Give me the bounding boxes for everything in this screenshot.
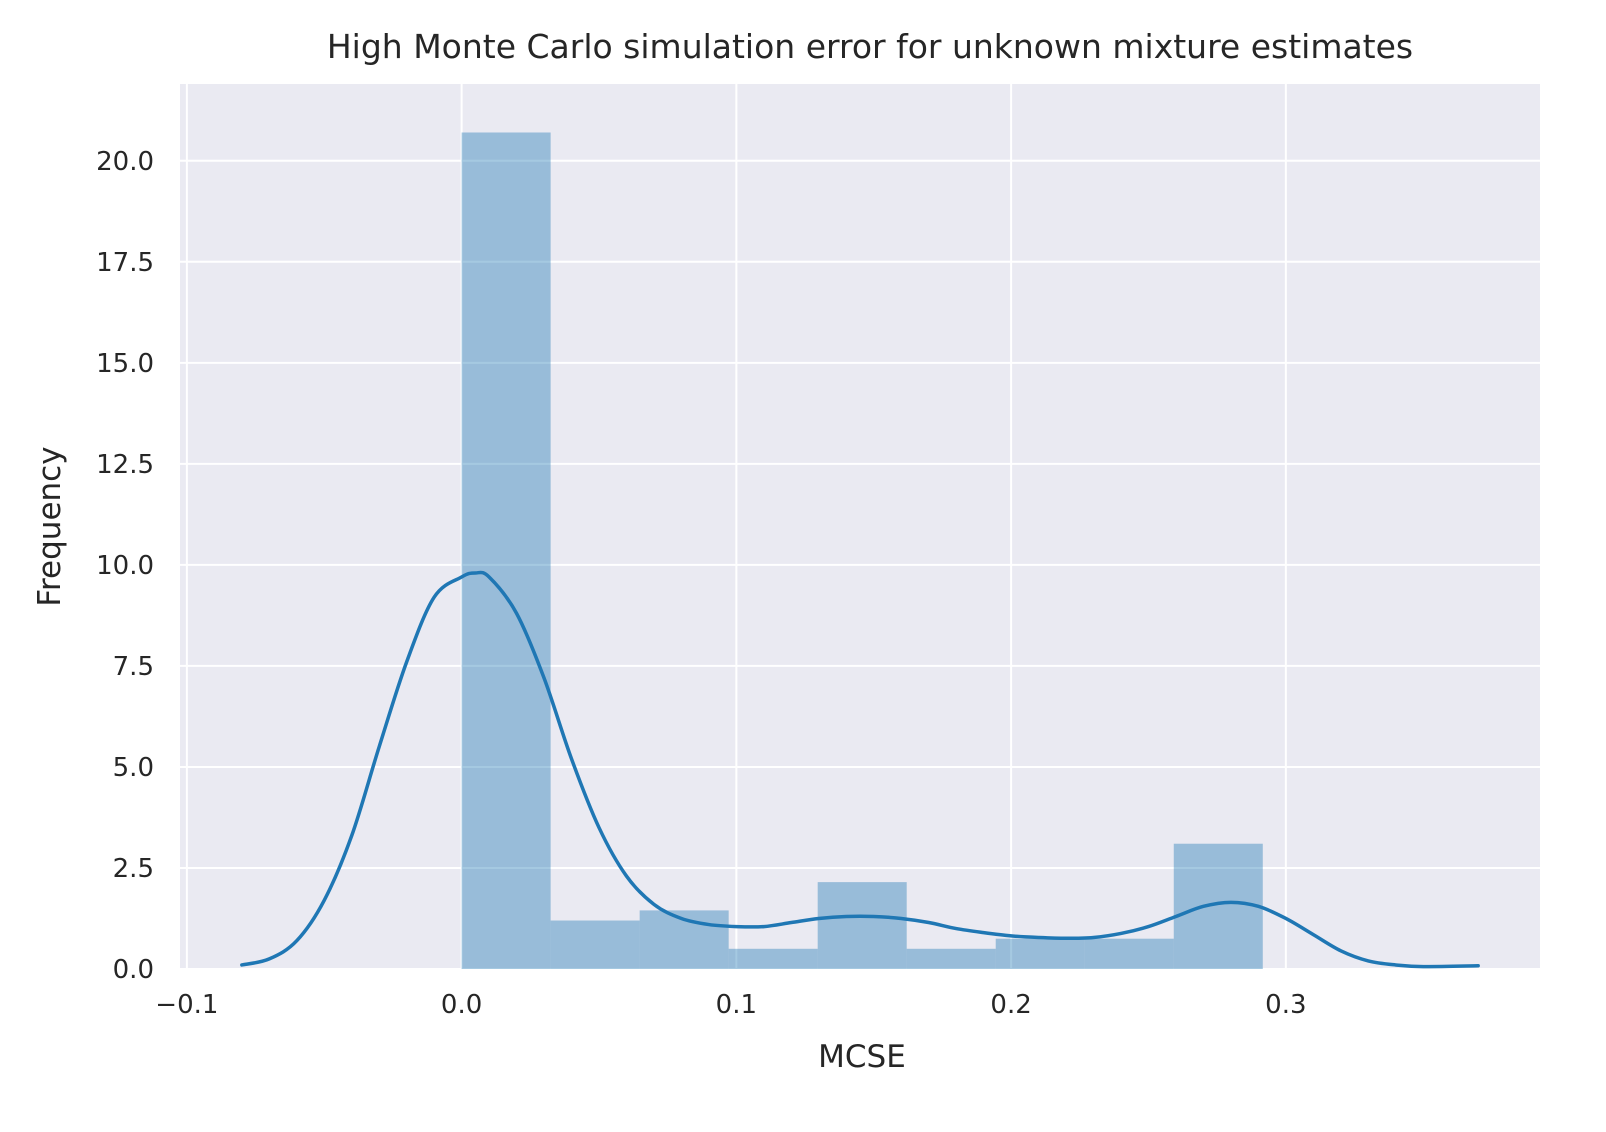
y-tick-label: 15.0 [96, 349, 154, 379]
grid-lines [180, 84, 1540, 970]
plot-area [180, 84, 1540, 969]
x-axis-label: MCSE [818, 1039, 906, 1075]
chart-title: High Monte Carlo simulation error for un… [327, 27, 1413, 66]
histogram-bar [461, 132, 551, 969]
histogram-bars [461, 132, 1263, 969]
histogram-bar [817, 882, 907, 969]
y-tick-label: 12.5 [96, 450, 154, 480]
histogram-bar [1173, 843, 1263, 969]
histogram-bar [728, 948, 818, 969]
x-tick-label: 0.2 [990, 990, 1031, 1020]
y-tick-label: 10.0 [96, 551, 154, 581]
y-tick-label: 7.5 [113, 652, 154, 682]
x-tick-label: 0.3 [1265, 990, 1306, 1020]
kde-curve [240, 570, 1480, 969]
histogram-bar [550, 920, 640, 969]
y-tick-label: 0.0 [113, 955, 154, 985]
y-tick-label: 5.0 [113, 753, 154, 783]
x-tick-label: −0.1 [155, 990, 218, 1020]
x-tick-label: 0.1 [716, 990, 757, 1020]
x-tick-label: 0.0 [441, 990, 482, 1020]
y-tick-label: 17.5 [96, 248, 154, 278]
histogram-bar [906, 948, 996, 969]
y-tick-label: 20.0 [96, 147, 154, 177]
y-axis-label: Frequency [32, 446, 68, 606]
y-tick-label: 2.5 [113, 854, 154, 884]
histogram-bar [1084, 938, 1174, 969]
histogram-bar [995, 938, 1085, 969]
tick-labels: −0.1 0.0 0.1 0.2 0.30.02.55.07.510.012.515.0… [96, 147, 1306, 1020]
